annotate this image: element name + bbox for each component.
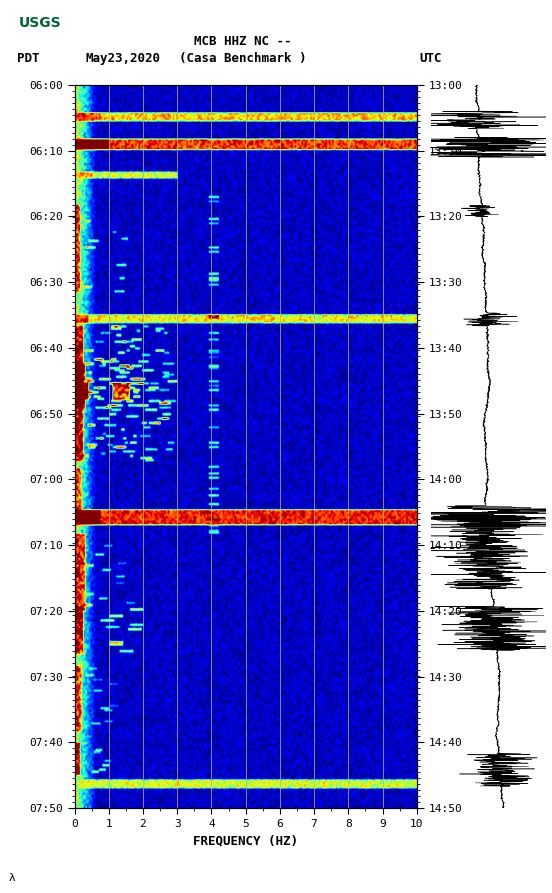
Text: UTC: UTC — [420, 52, 442, 64]
Text: PDT: PDT — [17, 52, 39, 64]
Text: MCB HHZ NC --: MCB HHZ NC -- — [194, 36, 291, 48]
Text: May23,2020: May23,2020 — [86, 52, 161, 64]
Text: USGS: USGS — [19, 16, 61, 30]
Text: λ: λ — [8, 873, 15, 883]
X-axis label: FREQUENCY (HZ): FREQUENCY (HZ) — [193, 834, 298, 847]
Text: (Casa Benchmark ): (Casa Benchmark ) — [179, 52, 306, 64]
